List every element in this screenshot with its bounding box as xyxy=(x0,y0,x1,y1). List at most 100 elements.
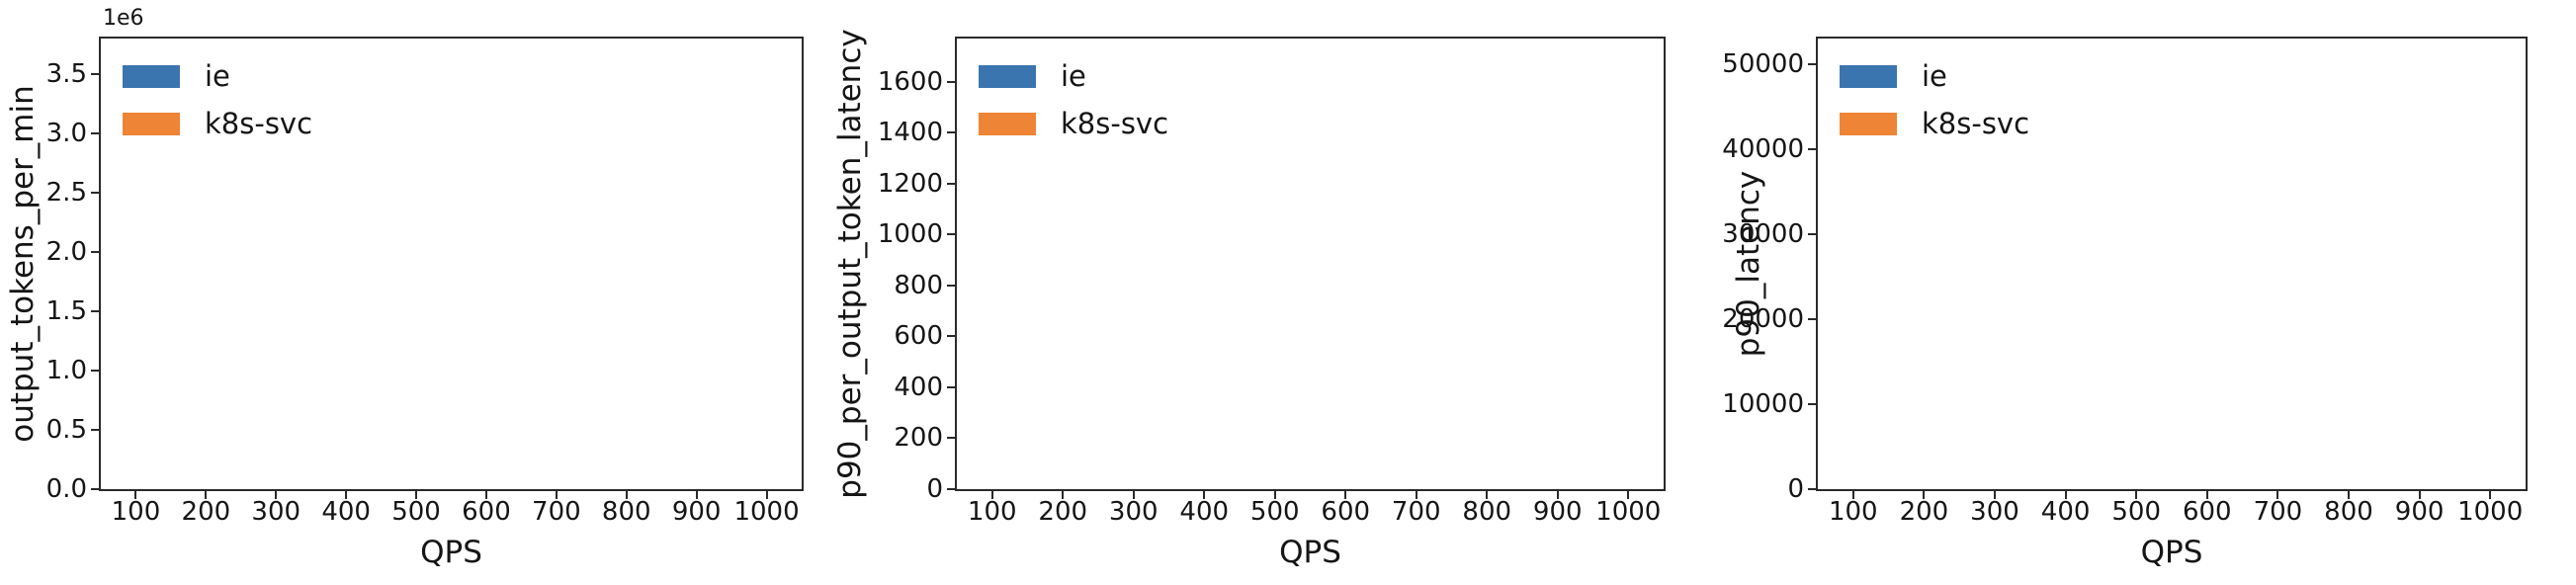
legend-entry-k8s-svc: k8s-svc xyxy=(979,110,1168,138)
y-tick-label: 800 xyxy=(894,270,943,300)
x-tick-mark xyxy=(2489,489,2492,499)
legend-label-ie: ie xyxy=(1061,59,1086,93)
y-tick-mark xyxy=(947,437,957,440)
x-tick-label: 100 xyxy=(1828,497,1878,527)
legend: ie k8s-svc xyxy=(1840,62,2029,138)
plot-area-p90-latency: QPS 0 10000 20000 30000 40000 50000 100 200 300 4… xyxy=(1722,37,2528,570)
legend-entry-k8s-svc: k8s-svc xyxy=(123,110,312,138)
x-tick-label: 800 xyxy=(2324,497,2373,527)
y-axis-title: output_tokens_per_min xyxy=(5,85,41,443)
x-tick-mark xyxy=(1556,489,1559,499)
y-tick-mark xyxy=(947,335,957,338)
x-tick-label: 1000 xyxy=(1595,497,1662,527)
x-tick-label: 200 xyxy=(181,497,231,527)
legend-label-ie: ie xyxy=(205,59,230,93)
x-tick-label: 1000 xyxy=(733,497,800,527)
x-tick-mark xyxy=(2205,489,2208,499)
x-tick-label: 500 xyxy=(2111,497,2162,527)
y-tick-mark xyxy=(1808,232,1818,235)
x-tick-label: 300 xyxy=(1108,497,1159,527)
y-tick-label: 2.0 xyxy=(45,237,87,267)
y-axis-offset-label: 1e6 xyxy=(103,6,144,31)
y-tick-label: 0 xyxy=(926,474,943,504)
y-tick-mark xyxy=(947,233,957,236)
y-tick-mark xyxy=(947,80,957,83)
y-tick-label: 1000 xyxy=(877,219,943,250)
plot-area-output-tokens-per-min: 1e6 QPS 0.0 0.5 1.0 1.5 2.0 2.5 3.0 3.5 100 200 30… xyxy=(46,6,804,570)
x-axis-title: QPS xyxy=(420,535,482,570)
x-tick-mark xyxy=(625,489,628,499)
x-tick-mark xyxy=(1344,489,1347,499)
y-tick-label: 0.5 xyxy=(45,415,87,445)
x-tick-label: 100 xyxy=(111,497,161,527)
y-tick-label: 1200 xyxy=(877,168,943,199)
y-tick-mark xyxy=(947,385,957,388)
y-tick-mark xyxy=(91,73,101,75)
y-tick-mark xyxy=(91,132,101,134)
x-tick-mark xyxy=(1062,489,1065,499)
legend-entry-ie: ie xyxy=(1840,62,2029,91)
y-tick-mark xyxy=(947,182,957,185)
x-tick-label: 600 xyxy=(2182,497,2232,527)
y-tick-mark xyxy=(91,429,101,431)
y-tick-label: 200 xyxy=(894,423,943,454)
y-tick-mark xyxy=(947,284,957,287)
y-tick-label: 400 xyxy=(894,372,943,402)
x-tick-label: 100 xyxy=(967,497,1017,527)
y-tick-mark xyxy=(947,131,957,134)
y-tick-label: 50000 xyxy=(1722,48,1804,79)
y-tick-label: 0 xyxy=(1787,474,1804,504)
x-tick-label: 600 xyxy=(1321,497,1371,527)
x-tick-mark xyxy=(134,489,137,499)
legend: ie k8s-svc xyxy=(123,62,312,138)
legend-swatch-k8s-svc xyxy=(979,113,1036,135)
plot-area-p90-per-output-token-latency: QPS 0 200 400 600 800 1000 1200 1400 1600 100 200 3… xyxy=(878,37,1666,570)
x-tick-mark xyxy=(1627,489,1630,499)
x-tick-label: 600 xyxy=(462,497,511,527)
y-tick-mark xyxy=(91,488,101,490)
x-tick-label: 400 xyxy=(2040,497,2091,527)
x-axis-title: QPS xyxy=(1279,535,1341,570)
x-tick-mark xyxy=(2135,489,2138,499)
x-tick-label: 900 xyxy=(2394,497,2445,527)
legend-swatch-k8s-svc xyxy=(123,113,180,135)
x-tick-label: 400 xyxy=(321,497,371,527)
y-tick-label: 600 xyxy=(894,321,943,352)
y-tick-mark xyxy=(1808,62,1818,65)
x-tick-label: 900 xyxy=(1532,497,1583,527)
x-tick-label: 200 xyxy=(1899,497,1949,527)
y-tick-mark xyxy=(91,251,101,253)
x-tick-label: 700 xyxy=(2253,497,2303,527)
y-tick-mark xyxy=(91,370,101,372)
legend-swatch-k8s-svc xyxy=(1840,113,1897,135)
y-tick-mark xyxy=(1808,402,1818,405)
x-tick-mark xyxy=(1994,489,1996,499)
x-tick-mark xyxy=(2418,489,2421,499)
legend-label-k8s-svc: k8s-svc xyxy=(205,107,313,140)
x-tick-mark xyxy=(1273,489,1276,499)
y-tick-label: 3.5 xyxy=(45,59,87,89)
y-tick-label: 40000 xyxy=(1722,133,1804,164)
legend-entry-k8s-svc: k8s-svc xyxy=(1840,110,2029,138)
x-tick-mark xyxy=(695,489,698,499)
legend-label-k8s-svc: k8s-svc xyxy=(1922,107,2030,140)
x-tick-mark xyxy=(2348,489,2350,499)
x-tick-mark xyxy=(1486,489,1489,499)
x-tick-label: 700 xyxy=(532,497,581,527)
legend: ie k8s-svc xyxy=(979,62,1168,138)
x-tick-mark xyxy=(1415,489,1417,499)
y-tick-label: 3.0 xyxy=(45,119,87,148)
x-tick-mark xyxy=(2064,489,2067,499)
y-tick-label: 1.0 xyxy=(45,356,87,385)
x-tick-label: 800 xyxy=(1462,497,1512,527)
x-tick-label: 700 xyxy=(1391,497,1441,527)
x-tick-label: 400 xyxy=(1179,497,1230,527)
legend-swatch-ie xyxy=(1840,65,1897,88)
y-tick-label: 20000 xyxy=(1722,303,1804,334)
y-tick-label: 1600 xyxy=(877,66,943,97)
x-tick-label: 200 xyxy=(1038,497,1088,527)
x-tick-mark xyxy=(1132,489,1135,499)
x-tick-label: 500 xyxy=(391,497,441,527)
legend-entry-ie: ie xyxy=(979,62,1168,91)
x-tick-mark xyxy=(205,489,208,499)
